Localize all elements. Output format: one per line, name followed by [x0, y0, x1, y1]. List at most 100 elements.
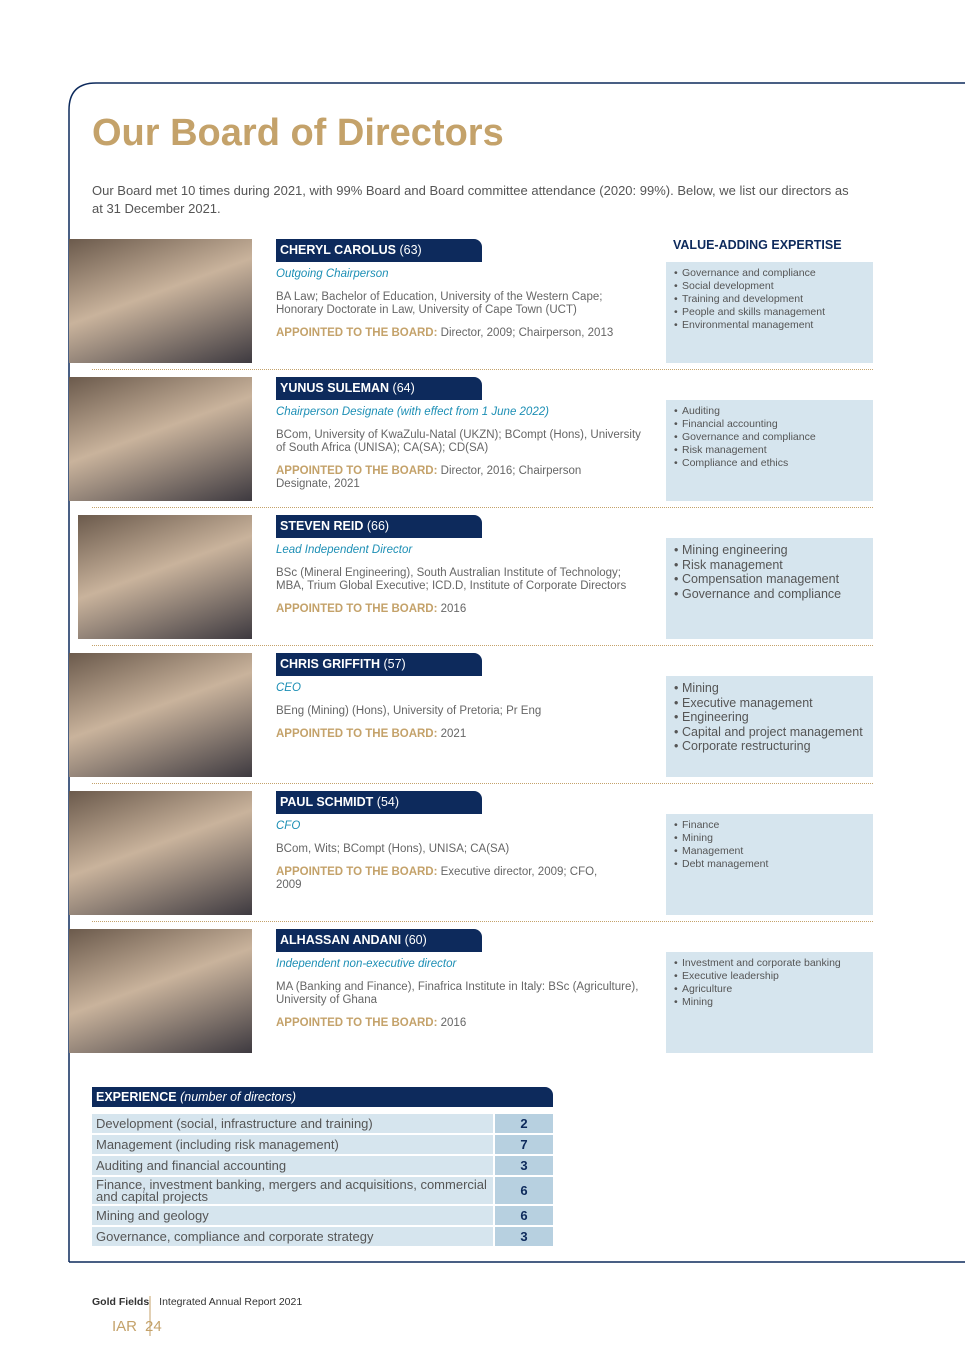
- table-row: Mining and geology 6: [92, 1206, 553, 1225]
- role: Outgoing Chairperson: [276, 268, 389, 280]
- expertise-item: Compensation management: [674, 572, 865, 587]
- expertise-item: Investment and corporate banking: [674, 957, 865, 970]
- expertise-item: Management: [674, 845, 865, 858]
- expertise-box: Investment and corporate bankingExecutiv…: [666, 952, 873, 1053]
- role: Independent non-executive director: [276, 958, 457, 970]
- role: Lead Independent Director: [276, 544, 413, 556]
- separator: [92, 921, 873, 922]
- appointed-value: 2016: [440, 1017, 467, 1029]
- role: CFO: [276, 820, 301, 832]
- expertise-item: Finance: [674, 819, 865, 832]
- name-bar: CHERYL CAROLUS (63): [276, 239, 482, 262]
- expertise-item: Risk management: [674, 444, 865, 457]
- table-row: Auditing and financial accounting 3: [92, 1156, 553, 1175]
- expertise-item: Environmental management: [674, 319, 865, 332]
- expertise-heading: VALUE-ADDING EXPERTISE: [673, 238, 842, 252]
- appointed: APPOINTED TO THE BOARD: 2021: [276, 728, 621, 741]
- appointed-value: 2021: [440, 728, 467, 740]
- expertise-item: Governance and compliance: [674, 431, 865, 444]
- director-age: (64): [392, 381, 415, 395]
- qualifications: BSc (Mineral Engineering), South Austral…: [276, 567, 627, 592]
- name-bar: STEVEN REID (66): [276, 515, 482, 538]
- table-row: Governance, compliance and corporate str…: [92, 1227, 553, 1246]
- appointed-label: APPOINTED TO THE BOARD:: [276, 465, 438, 477]
- qualifications: BCom, Wits; BCompt (Hons), UNISA; CA(SA): [276, 843, 510, 855]
- expertise-list: MiningExecutive managementEngineeringCap…: [674, 681, 865, 754]
- name-bar: YUNUS SULEMAN (64): [276, 377, 482, 400]
- expertise-item: Executive leadership: [674, 970, 865, 983]
- appointed: APPOINTED TO THE BOARD: 2016: [276, 1017, 621, 1030]
- qualifications: BA Law; Bachelor of Education, Universit…: [276, 291, 603, 316]
- expertise-item: Compliance and ethics: [674, 457, 865, 470]
- intro: Our Board met 10 times during 2021, with…: [92, 183, 849, 216]
- qualifications: BEng (Mining) (Hons), University of Pret…: [276, 705, 542, 717]
- expertise-item: Mining: [674, 832, 865, 845]
- expertise-item: Mining: [674, 681, 865, 696]
- qualifications: BCom, University of KwaZulu-Natal (UKZN)…: [276, 429, 641, 454]
- expertise-item: Governance and compliance: [674, 267, 865, 280]
- expertise-box: MiningExecutive managementEngineeringCap…: [666, 676, 873, 777]
- director-name: YUNUS SULEMAN: [280, 381, 390, 395]
- expertise-item: Training and development: [674, 293, 865, 306]
- expertise-item: Executive management: [674, 696, 865, 711]
- expertise-list: Governance and complianceSocial developm…: [674, 267, 865, 332]
- appointed-label: APPOINTED TO THE BOARD:: [276, 866, 438, 878]
- expertise-item: Engineering: [674, 710, 865, 725]
- row-label: Auditing and financial accounting: [92, 1156, 493, 1175]
- director-age: (63): [399, 243, 422, 257]
- row-value: 7: [495, 1135, 553, 1154]
- appointed: APPOINTED TO THE BOARD: Director, 2016; …: [276, 465, 621, 491]
- photo: [69, 791, 252, 915]
- page-number: IAR 24: [112, 1318, 162, 1335]
- appointed-label: APPOINTED TO THE BOARD:: [276, 327, 438, 339]
- expertise-item: Corporate restructuring: [674, 739, 865, 754]
- expertise-item: Social development: [674, 280, 865, 293]
- expertise-item: Risk management: [674, 558, 865, 573]
- row-value: 2: [495, 1114, 553, 1133]
- appointed-value: Director, 2016; Chairperson Designate, 2…: [276, 465, 582, 490]
- appointed-label: APPOINTED TO THE BOARD:: [276, 603, 438, 615]
- separator: [92, 783, 873, 784]
- appointed-value: Executive director, 2009; CFO, 2009: [276, 866, 598, 891]
- page: 24: [145, 1318, 162, 1335]
- row-label: Mining and geology: [92, 1206, 493, 1225]
- expertise-item: Governance and compliance: [674, 587, 865, 602]
- separator: [92, 507, 873, 508]
- director-name: CHERYL CAROLUS: [280, 243, 396, 257]
- company: Gold Fields: [92, 1296, 150, 1308]
- appointed: APPOINTED TO THE BOARD: Executive direct…: [276, 866, 621, 892]
- expertise-item: Financial accounting: [674, 418, 865, 431]
- table-row: Finance, investment banking, mergers and…: [92, 1177, 553, 1204]
- row-value: 6: [495, 1177, 553, 1204]
- appointed-label: APPOINTED TO THE BOARD:: [276, 728, 438, 740]
- table-subheading: (number of directors): [180, 1090, 297, 1104]
- expertise-item: People and skills management: [674, 306, 865, 319]
- director-name: CHRIS GRIFFITH: [280, 657, 380, 671]
- expertise-item: Debt management: [674, 858, 865, 871]
- photo: [69, 929, 252, 1053]
- photo: [69, 239, 252, 363]
- appointed: APPOINTED TO THE BOARD: 2016: [276, 603, 621, 616]
- appointed-value: 2016: [440, 603, 467, 615]
- photo: [78, 515, 252, 639]
- row-value: 3: [495, 1156, 553, 1175]
- expertise-item: Agriculture: [674, 983, 865, 996]
- separator: [92, 645, 873, 646]
- director-age: (54): [376, 795, 400, 809]
- expertise-list: FinanceMiningManagementDebt management: [674, 819, 865, 871]
- role: CEO: [276, 682, 301, 694]
- appointed: APPOINTED TO THE BOARD: Director, 2009; …: [276, 327, 621, 340]
- director-age: (66): [366, 519, 390, 533]
- director-age: (57): [383, 657, 406, 671]
- name-bar: CHRIS GRIFFITH (57): [276, 653, 482, 676]
- expertise-box: Governance and complianceSocial developm…: [666, 262, 873, 363]
- row-label: Governance, compliance and corporate str…: [92, 1227, 493, 1246]
- iar: IAR: [112, 1318, 138, 1335]
- expertise-box: FinanceMiningManagementDebt management: [666, 814, 873, 915]
- expertise-list: AuditingFinancial accountingGovernance a…: [674, 405, 865, 470]
- table-header: EXPERIENCE (number of directors): [92, 1087, 553, 1107]
- expertise-item: Auditing: [674, 405, 865, 418]
- expertise-list: Mining engineeringRisk managementCompens…: [674, 543, 865, 601]
